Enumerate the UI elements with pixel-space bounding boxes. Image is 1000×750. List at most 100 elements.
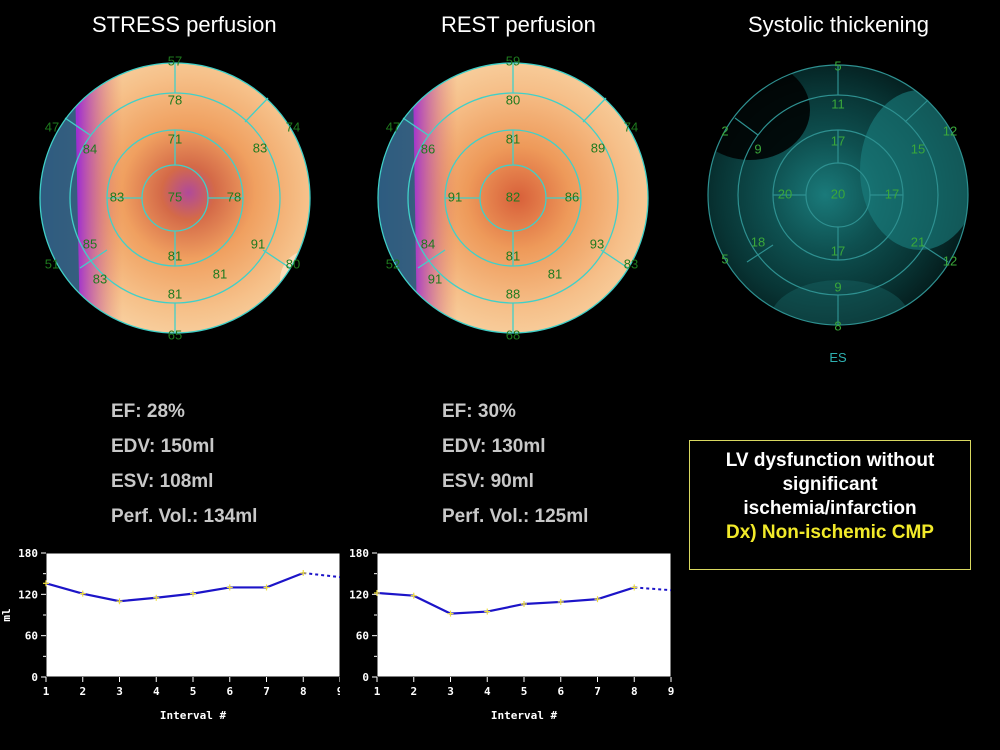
stress-seg-o8: 47 xyxy=(45,119,59,134)
stress-seg-i1: 71 xyxy=(168,131,182,146)
rest-seg-i4: 91 xyxy=(428,271,442,286)
thick-seg-o2: 12 xyxy=(943,123,957,138)
y-tick-label: 0 xyxy=(362,671,369,684)
x-tick-label: 7 xyxy=(594,685,601,698)
rest-title: REST perfusion xyxy=(441,12,596,37)
thick-seg-i1: 17 xyxy=(831,133,845,148)
stress-polar-map: 57 74 91 80 65 85 51 47 84 78 83 81 81 8… xyxy=(39,53,311,342)
thick-seg-m4: 17 xyxy=(831,243,845,258)
thick-seg-o9: 9 xyxy=(754,141,761,156)
stress-seg-m2: 83 xyxy=(253,140,267,155)
rest-polar-map: 59 74 93 83 68 84 52 47 86 80 89 88 81 9… xyxy=(377,53,649,342)
thick-seg-o1: 5 xyxy=(834,58,841,73)
y-tick-label: 60 xyxy=(25,630,38,643)
x-tick-label: 8 xyxy=(631,685,638,698)
x-tick-label: 8 xyxy=(300,685,307,698)
x-tick-label: 2 xyxy=(410,685,417,698)
diagnosis-line-1: LV dysfunction without xyxy=(725,450,935,471)
stress-seg-i3: 81 xyxy=(213,266,227,281)
rest-seg-o1: 59 xyxy=(506,53,520,68)
thick-seg-i2: 17 xyxy=(885,186,899,201)
stress-seg-center: 75 xyxy=(168,189,182,204)
rest-seg-m5: 91 xyxy=(448,189,462,204)
rest-seg-o6: 84 xyxy=(421,236,435,251)
thick-seg-o7: 5 xyxy=(721,251,728,266)
stress-volume-chart: 0 60 120 180 1 2 3 4 5 6 7 8 9 Interval # ml xyxy=(0,547,340,722)
stress-stats: EF: 28% EDV: 150ml ESV: 108ml Perf. Vol.… xyxy=(111,394,257,534)
x-tick-label: 1 xyxy=(43,685,50,698)
rest-stats: EF: 30% EDV: 130ml ESV: 90ml Perf. Vol.:… xyxy=(442,394,588,534)
es-label: ES xyxy=(829,350,847,365)
stress-perf-vol: Perf. Vol.: 134ml xyxy=(111,506,258,527)
thickening-polar-map: 5 12 21 12 8 18 5 2 9 11 15 9 17 20 17 1… xyxy=(707,58,969,365)
plot-area xyxy=(376,552,672,678)
thick-seg-m5: 20 xyxy=(778,186,792,201)
rest-seg-o4: 83 xyxy=(624,256,638,271)
stress-seg-m3: 81 xyxy=(168,286,182,301)
volume-line-extrapolated xyxy=(634,586,672,592)
rest-edv: EDV: 130ml xyxy=(442,436,546,457)
x-axis-label: Interval # xyxy=(160,709,227,722)
rest-seg-o7: 52 xyxy=(386,256,400,271)
thick-seg-o6: 18 xyxy=(751,234,765,249)
thick-seg-o3: 21 xyxy=(911,234,925,249)
x-axis-label: Interval # xyxy=(491,709,558,722)
thick-seg-center: 20 xyxy=(831,186,845,201)
y-tick-label: 180 xyxy=(349,547,369,560)
rest-seg-m2: 89 xyxy=(591,140,605,155)
diagnosis-line-4: Dx) Non-ischemic CMP xyxy=(726,522,934,543)
y-tick-label: 60 xyxy=(356,630,369,643)
x-tick-label: 6 xyxy=(557,685,564,698)
stress-title: STRESS perfusion xyxy=(92,12,277,37)
y-tick-label: 120 xyxy=(18,588,38,601)
x-tick-label: 2 xyxy=(79,685,86,698)
rest-esv: ESV: 90ml xyxy=(442,471,534,492)
rest-seg-o3: 93 xyxy=(590,236,604,251)
x-tick-label: 5 xyxy=(521,685,528,698)
rest-ef: EF: 30% xyxy=(442,401,516,422)
rest-seg-o5: 68 xyxy=(506,327,520,342)
x-tick-label: 3 xyxy=(116,685,123,698)
stress-seg-o4: 80 xyxy=(286,256,300,271)
thick-seg-o8: 2 xyxy=(721,123,728,138)
volume-line xyxy=(45,571,304,603)
x-tick-label: 4 xyxy=(484,685,491,698)
y-tick-label: 120 xyxy=(349,588,369,601)
x-tick-label: 1 xyxy=(374,685,381,698)
rest-seg-i1: 81 xyxy=(506,131,520,146)
thick-seg-m2: 15 xyxy=(911,141,925,156)
x-tick-label: 4 xyxy=(153,685,160,698)
volume-line xyxy=(376,586,635,615)
stress-seg-o9: 84 xyxy=(83,141,97,156)
thick-seg-o4: 12 xyxy=(943,253,957,268)
stress-seg-o1: 57 xyxy=(168,53,182,68)
rest-volume-chart: 0 60 120 180 1 2 3 4 5 6 7 8 9 Interval # xyxy=(349,547,675,722)
rest-perf-vol: Perf. Vol.: 125ml xyxy=(442,506,589,527)
rest-seg-o9: 86 xyxy=(421,141,435,156)
thickening-title: Systolic thickening xyxy=(748,12,929,37)
diagnosis-box: LV dysfunction without significant ische… xyxy=(689,440,971,570)
stress-seg-i4: 83 xyxy=(93,271,107,286)
x-tick-label: 9 xyxy=(668,685,675,698)
x-tick-label: 3 xyxy=(447,685,454,698)
stress-seg-m1: 78 xyxy=(168,92,182,107)
plot-area xyxy=(45,552,340,678)
thick-seg-o5: 8 xyxy=(834,318,841,333)
stress-seg-m4: 81 xyxy=(168,248,182,263)
rest-seg-center: 82 xyxy=(506,189,520,204)
y-axis-label: ml xyxy=(0,608,13,621)
x-tick-label: 5 xyxy=(190,685,197,698)
y-tick-label: 0 xyxy=(31,671,38,684)
rest-seg-o2: 74 xyxy=(624,119,638,134)
stress-seg-o3: 91 xyxy=(251,236,265,251)
stress-seg-o6: 85 xyxy=(83,236,97,251)
x-tick-label: 7 xyxy=(263,685,270,698)
y-tick-label: 180 xyxy=(18,547,38,560)
diagnosis-line-3: ischemia/infarction xyxy=(743,498,917,519)
stress-seg-o2: 74 xyxy=(286,119,300,134)
thick-seg-m3: 9 xyxy=(834,279,841,294)
rest-seg-m4: 81 xyxy=(506,248,520,263)
x-tick-label: 9 xyxy=(337,685,340,698)
volume-line-extrapolated xyxy=(303,571,340,579)
x-tick-label: 6 xyxy=(226,685,233,698)
